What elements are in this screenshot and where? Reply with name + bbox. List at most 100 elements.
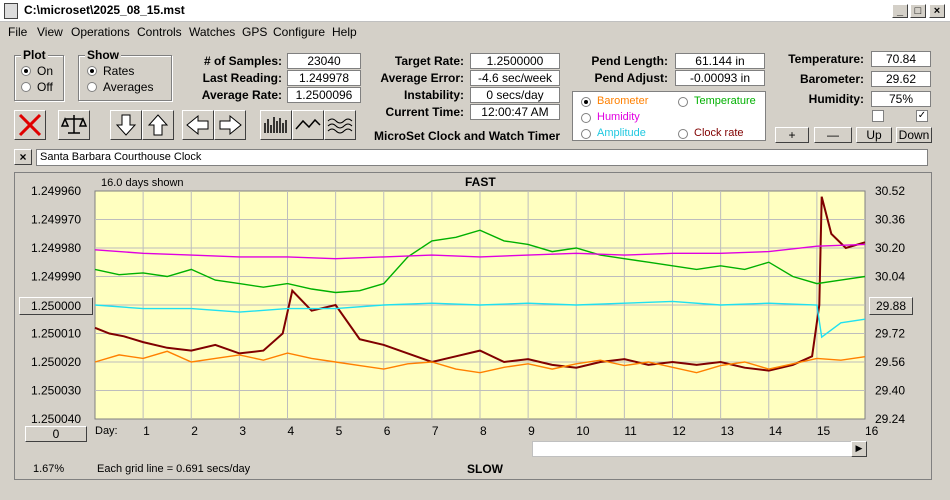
fast-label: FAST xyxy=(465,175,496,189)
menu-help[interactable]: Help xyxy=(332,25,357,39)
y-left-tick-label: 1.249980 xyxy=(31,241,81,255)
menu-bar: File View Operations Controls Watches GP… xyxy=(0,22,950,42)
bar-graph-button[interactable] xyxy=(260,110,292,140)
y-right-tick-label: 29.24 xyxy=(875,412,905,426)
rate-chart: 1 2 3 4 5 6 7 8 9 10 11 12 13 14 15 161.2499601.2499701… xyxy=(31,184,905,438)
plot-group-title: Plot xyxy=(21,48,48,62)
x-tick-label: 14 xyxy=(769,424,783,438)
y-left-tick-label: 1.250010 xyxy=(31,327,81,341)
temperature-radio[interactable] xyxy=(678,97,688,107)
chart-panel: 1 2 3 4 5 6 7 8 9 10 11 12 13 14 15 16 1.249960 1.249970 1… xyxy=(14,172,932,480)
humidity-option-label: Humidity xyxy=(597,111,640,123)
left-bottom-button[interactable]: 0 xyxy=(25,426,87,442)
app-name-label: MicroSet Clock and Watch Timer xyxy=(374,129,561,143)
humidity-label: Humidity: xyxy=(808,92,864,106)
series-line-amplitude xyxy=(94,300,866,339)
percent-label: 1.67% xyxy=(33,463,65,475)
arrow-up-button[interactable] xyxy=(142,110,174,140)
x-tick-label: 8 xyxy=(480,424,487,438)
plot-off-radio[interactable] xyxy=(21,82,31,92)
y-left-tick-label: 1.249990 xyxy=(31,270,81,284)
humidity-radio[interactable] xyxy=(581,113,591,123)
plot-on-radio[interactable] xyxy=(21,66,31,76)
balance-button[interactable] xyxy=(58,110,90,140)
env-checkbox-1[interactable] xyxy=(872,110,884,122)
arrow-down-icon xyxy=(115,114,137,136)
slow-label: SLOW xyxy=(467,462,503,476)
menu-operations[interactable]: Operations xyxy=(71,25,130,39)
current-time-label: Current Time: xyxy=(385,105,464,119)
clock-rate-radio[interactable] xyxy=(678,129,688,139)
instability-label: Instability: xyxy=(403,88,464,102)
arrow-up-icon xyxy=(147,114,169,136)
x-tick-label: 5 xyxy=(336,424,343,438)
y-right-tick-label: 30.04 xyxy=(875,270,905,284)
grid-note: Each grid line = 0.691 secs/day xyxy=(97,463,251,475)
arrow-down-button[interactable] xyxy=(110,110,142,140)
y-right-tick-label: 29.40 xyxy=(875,384,905,398)
pend-length-value: 61.144 in xyxy=(675,53,765,69)
average-error-value: -4.6 sec/week xyxy=(470,70,560,86)
arrow-left-button[interactable] xyxy=(182,110,214,140)
menu-configure[interactable]: Configure xyxy=(273,25,326,39)
minimize-button[interactable]: _ xyxy=(892,4,908,18)
wave-graph-icon xyxy=(327,118,353,134)
average-error-label: Average Error: xyxy=(380,71,464,85)
series-line-barometer xyxy=(94,350,866,374)
average-rate-value: 1.2500096 xyxy=(287,87,361,103)
close-window-button[interactable]: × xyxy=(929,4,945,18)
average-rate-label: Average Rate: xyxy=(201,88,282,102)
up-button[interactable]: Up xyxy=(856,127,892,143)
maximize-button[interactable]: □ xyxy=(910,4,926,18)
plus-button[interactable]: + xyxy=(775,127,809,143)
balance-scale-icon xyxy=(60,115,88,134)
clear-clock-button[interactable]: × xyxy=(14,149,32,165)
minus-button[interactable]: — xyxy=(814,127,852,143)
humidity-value: 75% xyxy=(871,91,931,107)
barometer-option-label: Barometer xyxy=(597,95,649,107)
menu-file[interactable]: File xyxy=(8,25,28,39)
y-right-tick-label: 30.36 xyxy=(875,213,905,227)
arrow-left-icon xyxy=(186,114,209,136)
show-group-title: Show xyxy=(85,48,121,62)
y-right-tick-label: 30.20 xyxy=(875,241,905,255)
clock-rate-option-label: Clock rate xyxy=(694,127,744,139)
center-left-button[interactable]: 1.250000 xyxy=(19,297,93,315)
x-tick-label: 3 xyxy=(239,424,246,438)
samples-value: 23040 xyxy=(287,53,361,69)
barometer-value: 29.62 xyxy=(871,71,931,87)
down-button[interactable]: Down xyxy=(896,127,932,143)
menu-gps[interactable]: GPS xyxy=(242,25,268,39)
series-line-clock-rate xyxy=(94,196,866,372)
x-tick-label: 6 xyxy=(384,424,391,438)
env-checkbox-2[interactable]: ✓ xyxy=(916,110,928,122)
horizontal-scrollbar-thumb[interactable] xyxy=(532,441,866,457)
pend-adjust-value: -0.00093 in xyxy=(675,70,765,86)
x-tick-label: 7 xyxy=(432,424,439,438)
menu-watches[interactable]: Watches xyxy=(189,25,236,39)
temperature-label: Temperature: xyxy=(788,52,864,66)
y-left-tick-label: 1.250020 xyxy=(31,355,81,369)
line-graph-button[interactable] xyxy=(292,110,324,140)
x-tick-label: 16 xyxy=(865,424,879,438)
x-tick-label: 2 xyxy=(191,424,198,438)
amplitude-radio[interactable] xyxy=(581,129,591,139)
clock-name-field[interactable]: Santa Barbara Courthouse Clock xyxy=(36,149,928,166)
wave-graph-button[interactable] xyxy=(324,110,356,140)
menu-view[interactable]: View xyxy=(37,25,63,39)
secondary-plot-selector: Barometer Temperature Humidity Amplitude… xyxy=(572,91,766,141)
menu-controls[interactable]: Controls xyxy=(137,25,182,39)
show-rates-radio[interactable] xyxy=(87,66,97,76)
center-right-button[interactable]: 29.88 xyxy=(869,297,913,315)
show-averages-radio[interactable] xyxy=(87,82,97,92)
stop-button[interactable] xyxy=(14,110,46,140)
plot-off-label: Off xyxy=(37,80,53,94)
x-tick-label: 4 xyxy=(288,424,295,438)
amplitude-option-label: Amplitude xyxy=(597,127,646,139)
instability-value: 0 secs/day xyxy=(470,87,560,103)
y-left-tick-label: 1.249970 xyxy=(31,213,81,227)
barometer-radio[interactable] xyxy=(581,97,591,107)
scroll-right-button[interactable]: ▶ xyxy=(851,441,867,457)
pend-adjust-label: Pend Adjust: xyxy=(594,71,668,85)
arrow-right-button[interactable] xyxy=(214,110,246,140)
